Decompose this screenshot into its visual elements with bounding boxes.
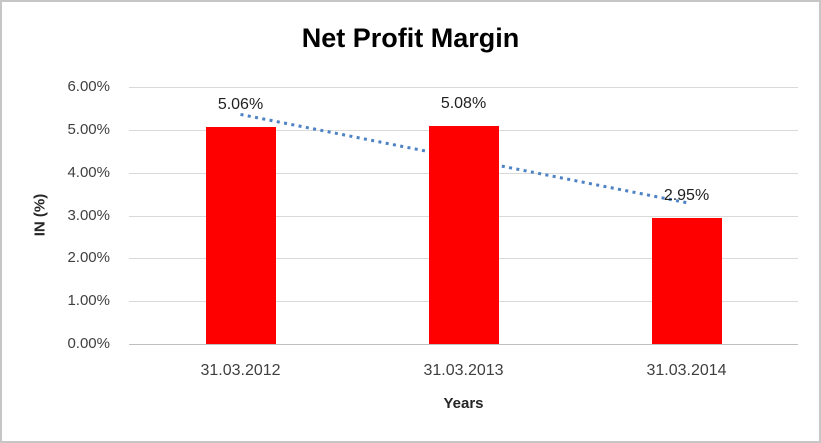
bar-value-label: 2.95% [663,186,710,204]
y-tick-label: 5.00% [67,120,110,138]
bar [651,217,722,344]
x-axis-title: Years [443,395,484,412]
y-tick-label: 1.00% [67,292,110,310]
chart-title: Net Profit Margin [301,23,520,53]
bar [428,126,499,344]
x-tick-label: 31.03.2012 [200,362,281,379]
bar-value-label: 5.06% [217,96,264,114]
x-tick-label: 31.03.2013 [423,362,504,379]
x-axis-line [129,344,798,345]
bar-value-label: 5.08% [440,95,487,113]
y-tick-label: 3.00% [67,206,110,224]
bar [205,127,276,344]
y-tick-label: 4.00% [67,163,110,181]
y-tick-label: 0.00% [67,335,110,352]
y-tick-label: 6.00% [67,78,110,95]
trendline [240,112,687,205]
y-tick-label: 2.00% [67,249,110,267]
x-tick-label: 31.03.2014 [646,362,727,379]
gridline [129,87,798,88]
